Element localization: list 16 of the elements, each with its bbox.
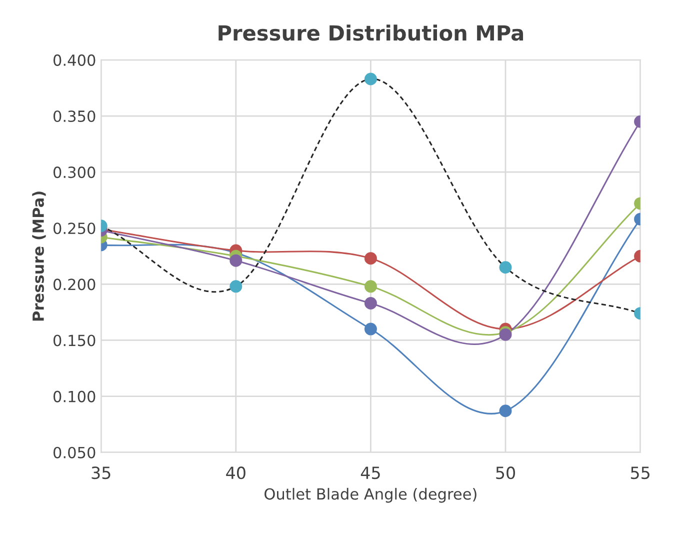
y-tick-label: 0.300 bbox=[54, 166, 96, 178]
y-tick-label: 0.150 bbox=[54, 334, 96, 346]
y-tick-label: 0.200 bbox=[54, 278, 96, 290]
x-axis-title: Outlet Blade Angle (degree) bbox=[264, 488, 476, 503]
y-tick-label: 0.050 bbox=[54, 446, 96, 458]
x-tick-label: 45 bbox=[360, 466, 380, 480]
x-tick-label: 50 bbox=[496, 466, 515, 480]
x-tick-label: 40 bbox=[226, 466, 246, 480]
y-tick-label: 0.400 bbox=[54, 54, 96, 66]
y-axis-title: Pressure (MPa) bbox=[32, 192, 46, 321]
x-tick-label: 55 bbox=[630, 466, 650, 480]
y-tick-label: 0.100 bbox=[54, 390, 96, 402]
y-tick-label: 0.350 bbox=[54, 110, 96, 122]
chart-title: Pressure Distribution MPa bbox=[218, 24, 524, 41]
x-tick-label: 35 bbox=[92, 466, 110, 480]
y-tick-label: 0.250 bbox=[54, 222, 96, 234]
